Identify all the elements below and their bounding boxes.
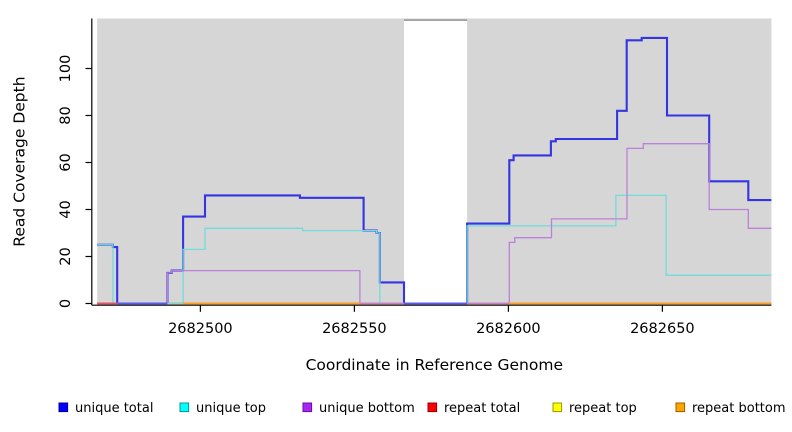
y-tick-label: 20 — [58, 247, 74, 265]
y-tick-label: 0 — [58, 299, 74, 308]
y-tick-label: 80 — [58, 106, 74, 124]
legend-label: unique bottom — [319, 401, 415, 416]
gap-region — [403, 20, 468, 305]
legend-label: unique top — [196, 401, 266, 416]
y-tick-label: 40 — [58, 200, 74, 218]
legend-label: repeat top — [569, 401, 637, 416]
legend-swatch-repeat-total — [427, 402, 438, 413]
legend-swatch-unique-total — [58, 402, 69, 413]
y-tick-label: 60 — [58, 153, 74, 171]
x-axis-title: Coordinate in Reference Genome — [306, 356, 563, 374]
series-line-unique-bottom — [97, 143, 772, 305]
y-tick-label: 100 — [58, 55, 74, 83]
legend-swatch-repeat-top — [552, 402, 563, 413]
x-tick-label: 2682600 — [476, 321, 541, 337]
x-tick-label: 2682550 — [322, 321, 387, 337]
legend-swatch-repeat-bottom — [675, 402, 686, 413]
legend-swatch-unique-bottom — [302, 402, 313, 413]
legend-label: unique total — [75, 401, 153, 416]
x-tick-label: 2682500 — [168, 321, 233, 337]
y-axis-title: Read Coverage Depth — [11, 76, 29, 246]
series-line-unique-top — [97, 194, 772, 305]
x-tick-label: 2682650 — [630, 321, 695, 337]
legend-swatch-unique-top — [179, 402, 190, 413]
legend-label: repeat bottom — [692, 401, 786, 416]
legend-label: repeat total — [444, 401, 520, 416]
